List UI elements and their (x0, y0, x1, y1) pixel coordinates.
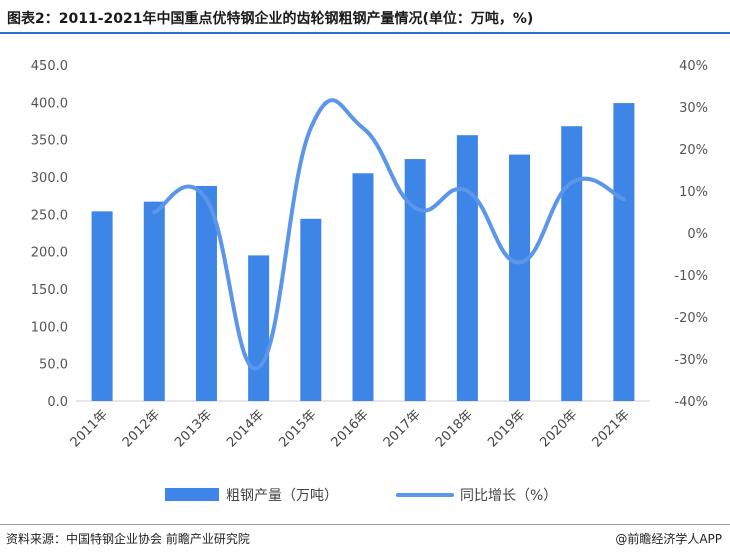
legend-bar-label: 粗钢产量（万吨） (226, 488, 338, 504)
left-tick-label: 300.0 (31, 171, 68, 186)
right-tick-label: 40% (679, 59, 708, 74)
bar (195, 185, 217, 401)
x-tick-label: 2012年 (120, 407, 163, 450)
bar (404, 159, 426, 401)
title-rule (0, 32, 730, 34)
left-tick-label: 250.0 (31, 208, 68, 223)
legend-line-label: 同比增长（%） (460, 488, 557, 504)
x-tick-label: 2018年 (433, 407, 476, 450)
x-tick-label: 2020年 (537, 407, 580, 450)
left-tick-label: 100.0 (31, 320, 68, 335)
left-tick-label: 0.0 (47, 395, 68, 410)
bar (456, 135, 478, 402)
footer-rule (0, 524, 730, 525)
right-tick-label: 0% (687, 227, 708, 242)
right-tick-label: -30% (674, 353, 708, 368)
bar (143, 201, 165, 401)
brand-label: @前瞻经济学人APP (615, 532, 722, 546)
x-tick-label: 2011年 (68, 407, 111, 450)
x-tick-label: 2015年 (276, 407, 319, 450)
right-tick-label: 10% (679, 185, 708, 200)
right-tick-label: -10% (674, 269, 708, 284)
growth-line (152, 98, 626, 371)
bar (613, 103, 635, 401)
bar (509, 154, 531, 401)
legend: 粗钢产量（万吨） 同比增长（%） (165, 488, 557, 504)
right-axis: -40% -30% -20% -10% 0% 10% 20% 30% 40% (674, 59, 708, 410)
legend-bar-swatch (165, 488, 219, 501)
right-tick-label: 30% (679, 101, 708, 116)
left-tick-label: 350.0 (31, 134, 68, 149)
chart-title: 图表2：2011-2021年中国重点优特钢企业的齿轮钢粗钢产量情况(单位：万吨，… (7, 11, 534, 27)
left-tick-label: 150.0 (31, 283, 68, 298)
source-note: 资料来源：中国特钢企业协会 前瞻产业研究院 (6, 532, 250, 546)
x-tick-label: 2017年 (381, 407, 424, 450)
bar (91, 211, 113, 401)
left-axis: 0.0 50.0 100.0 150.0 200.0 250.0 300.0 350.0 400… (31, 59, 68, 410)
x-tick-label: 2016年 (329, 407, 372, 450)
left-tick-label: 50.0 (39, 358, 68, 373)
bar (248, 255, 270, 401)
left-tick-label: 450.0 (31, 59, 68, 74)
right-tick-label: 20% (679, 143, 708, 158)
x-tick-label: 2019年 (485, 407, 528, 450)
x-axis: 2011年 2012年 2013年 2014年 2015年 2016年 2017年 2018年… (68, 407, 633, 450)
right-tick-label: -40% (674, 395, 708, 410)
x-tick-label: 2014年 (224, 407, 267, 450)
bar (300, 218, 322, 401)
bar (561, 126, 583, 401)
left-tick-label: 400.0 (31, 96, 68, 111)
x-tick-label: 2021年 (590, 407, 633, 450)
bar (352, 173, 374, 401)
right-tick-label: -20% (674, 311, 708, 326)
left-tick-label: 200.0 (31, 246, 68, 261)
bar-series (91, 103, 635, 402)
x-tick-label: 2013年 (172, 407, 215, 450)
